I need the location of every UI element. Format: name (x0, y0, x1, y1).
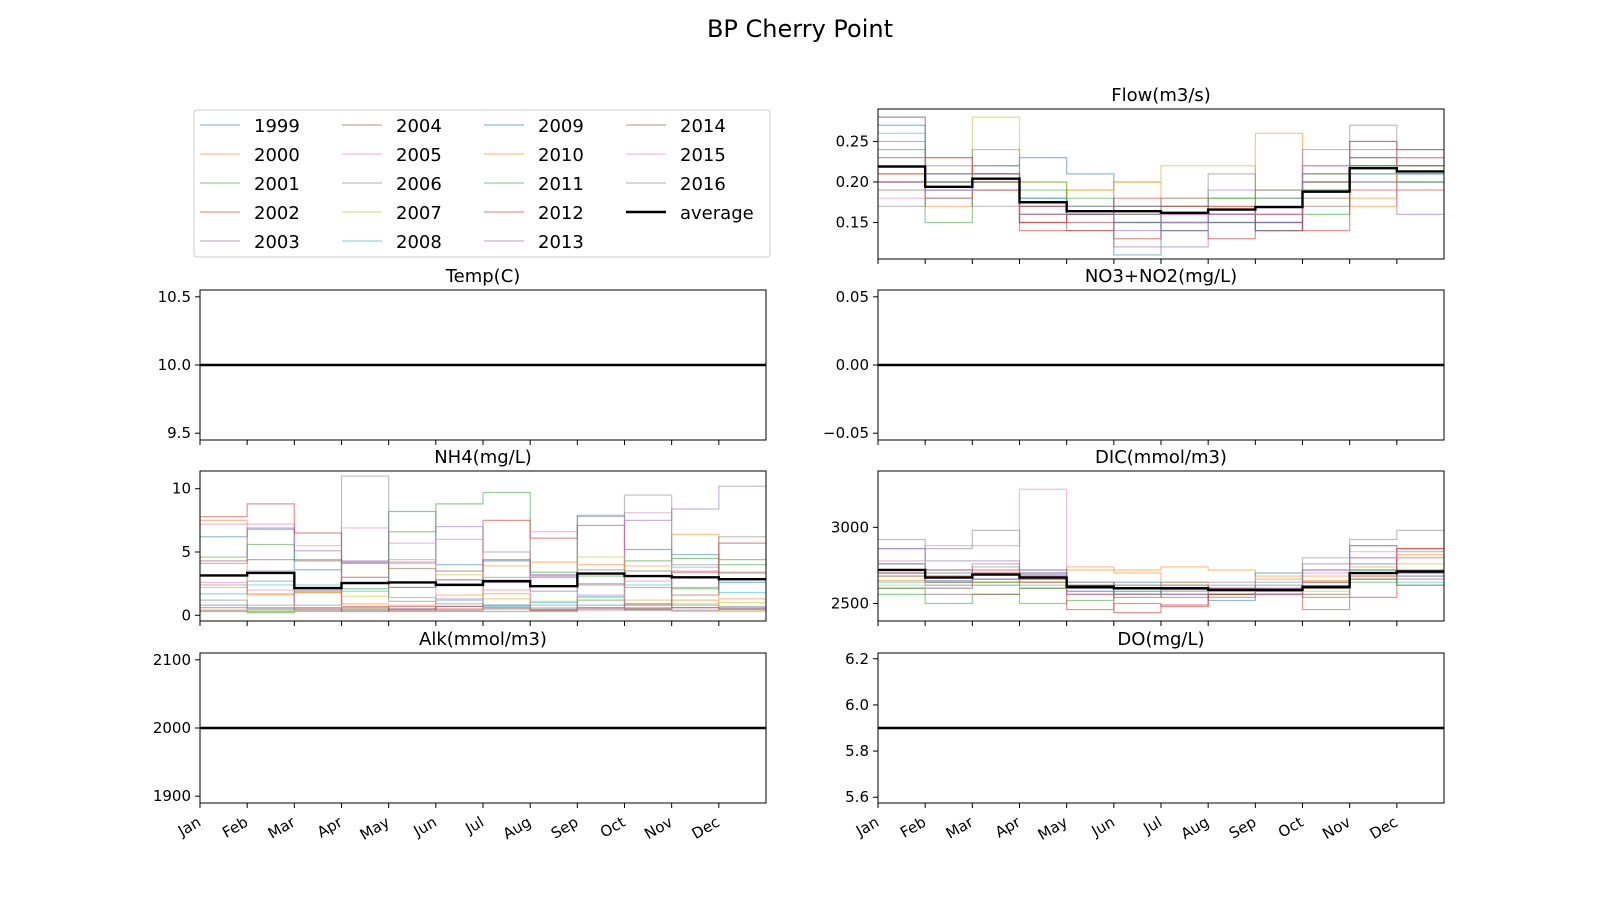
y-tick-label: 0.15 (836, 214, 869, 232)
y-tick-label: 10.5 (158, 288, 191, 306)
x-tick-label-dec: Dec (689, 813, 723, 843)
panel-title-dic-mmol-m3: DIC(mmol/m3) (1095, 447, 1227, 468)
legend: 1999 2000 2001 2002 2003 2004 2005 2006 2007 2008… (193, 109, 771, 258)
y-tick-label: 0 (181, 606, 191, 624)
panel-nh4-mg-l: NH4(mg/L) 0 5 10 (172, 447, 767, 626)
y-tick-label: 0.25 (836, 132, 869, 150)
x-tick-label-jun: Jun (1088, 813, 1118, 841)
legend-label-2016: 2016 (680, 174, 726, 195)
legend-label-2014: 2014 (680, 116, 726, 137)
panel-temp-c: Temp(C) 9.5 10.0 10.5 (158, 266, 767, 445)
x-tick-label-feb: Feb (897, 813, 929, 842)
y-tick-label: 2000 (153, 719, 191, 737)
x-tick-label-mar: Mar (265, 812, 299, 842)
legend-label-2009: 2009 (538, 116, 584, 137)
series-line-2007 (878, 116, 1444, 191)
legend-label-2000: 2000 (254, 145, 300, 166)
x-tick-label-may: May (357, 813, 393, 844)
legend-label-2006: 2006 (396, 174, 442, 195)
legend-label-2015: 2015 (680, 145, 726, 166)
y-tick-label: 1900 (153, 787, 191, 805)
x-tick-label-feb: Feb (219, 813, 251, 842)
x-tick-label-may: May (1035, 813, 1071, 844)
x-tick-label-jul: Jul (1139, 813, 1165, 838)
series-line-average (878, 165, 1444, 214)
x-tick-label-jan: Jan (852, 813, 882, 841)
panel-dic-mmol-m3: DIC(mmol/m3) 2500 3000 (831, 447, 1445, 626)
series-line-2016 (878, 116, 1444, 216)
panel-no3-no2-mg-l: NO3+NO2(mg/L) −0.05 0.00 0.05 (823, 266, 1445, 445)
plot-area-flow-m3-s (878, 116, 1444, 256)
panel-alk-mmol-m3: Alk(mmol/m3) 1900 2000 2100 Jan Feb Mar Apr May J… (153, 629, 767, 844)
panel-do-mg-l: DO(mg/L) 5.6 5.8 6.0 6.2 Jan Feb Mar Apr May Jun Ju… (845, 629, 1445, 844)
y-tick-label: 5 (181, 543, 191, 561)
y-tick-label: 10.0 (158, 356, 191, 374)
panel-title-do-mg-l: DO(mg/L) (1117, 629, 1204, 650)
x-tick-label-sep: Sep (548, 813, 581, 843)
panel-title-alk-mmol-m3: Alk(mmol/m3) (419, 629, 547, 650)
y-tick-label: 5.8 (845, 742, 869, 760)
legend-label-2007: 2007 (396, 203, 442, 224)
series-line-average (878, 568, 1444, 591)
series-line-2016 (200, 581, 766, 609)
legend-frame (193, 109, 771, 258)
plot-area-nh4-mg-l (200, 475, 766, 614)
x-tick-label-jan: Jan (174, 813, 204, 841)
series-line-2004 (200, 608, 766, 613)
y-tick-label: −0.05 (823, 424, 869, 442)
legend-label-2013: 2013 (538, 232, 584, 253)
legend-label-2002: 2002 (254, 203, 300, 224)
y-tick-label: 2100 (153, 651, 191, 669)
legend-label-1999: 1999 (254, 116, 300, 137)
x-tick-label-apr: Apr (992, 812, 1024, 841)
legend-label-2008: 2008 (396, 232, 442, 253)
x-tick-label-oct: Oct (597, 813, 629, 842)
y-tick-label: 3000 (831, 518, 869, 536)
legend-label-2004: 2004 (396, 116, 442, 137)
series-line-2016 (878, 545, 1444, 586)
panel-title-flow-m3-s: Flow(m3/s) (1111, 85, 1211, 106)
panel-title-nh4-mg-l: NH4(mg/L) (434, 447, 532, 468)
legend-label-2012: 2012 (538, 203, 584, 224)
legend-label-2001: 2001 (254, 174, 300, 195)
x-tick-label-apr: Apr (314, 812, 346, 841)
y-tick-label: 0.00 (836, 356, 869, 374)
x-tick-label-sep: Sep (1226, 813, 1259, 843)
figure-title: BP Cherry Point (707, 15, 893, 43)
legend-label-2010: 2010 (538, 145, 584, 166)
series-line-average (200, 571, 766, 590)
legend-label-2003: 2003 (254, 232, 300, 253)
panel-flow-m3-s: Flow(m3/s) 0.15 0.20 0.25 (836, 85, 1445, 264)
legend-label-average: average (680, 203, 754, 224)
x-tick-label-dec: Dec (1367, 813, 1401, 843)
y-tick-label: 0.05 (836, 288, 869, 306)
y-tick-label: 5.6 (845, 788, 869, 806)
plot-area-dic-mmol-m3 (878, 488, 1444, 614)
series-line-2002 (878, 181, 1444, 240)
x-tick-label-mar: Mar (943, 812, 977, 842)
legend-label-2011: 2011 (538, 174, 584, 195)
x-tick-label-nov: Nov (1319, 813, 1353, 843)
x-tick-label-aug: Aug (500, 813, 534, 843)
panel-title-no3-no2-mg-l: NO3+NO2(mg/L) (1085, 266, 1237, 287)
panel-title-temp-c: Temp(C) (445, 266, 521, 287)
x-tick-label-jul: Jul (461, 813, 487, 838)
x-tick-label-jun: Jun (410, 813, 440, 841)
y-tick-label: 9.5 (167, 424, 191, 442)
legend-label-2005: 2005 (396, 145, 442, 166)
x-tick-label-nov: Nov (641, 813, 675, 843)
x-tick-label-aug: Aug (1178, 813, 1212, 843)
x-tick-label-oct: Oct (1275, 813, 1307, 842)
y-tick-label: 10 (172, 480, 191, 498)
y-tick-label: 2500 (831, 594, 869, 612)
y-tick-label: 0.20 (836, 173, 869, 191)
y-tick-label: 6.2 (845, 650, 869, 668)
y-tick-label: 6.0 (845, 696, 869, 714)
